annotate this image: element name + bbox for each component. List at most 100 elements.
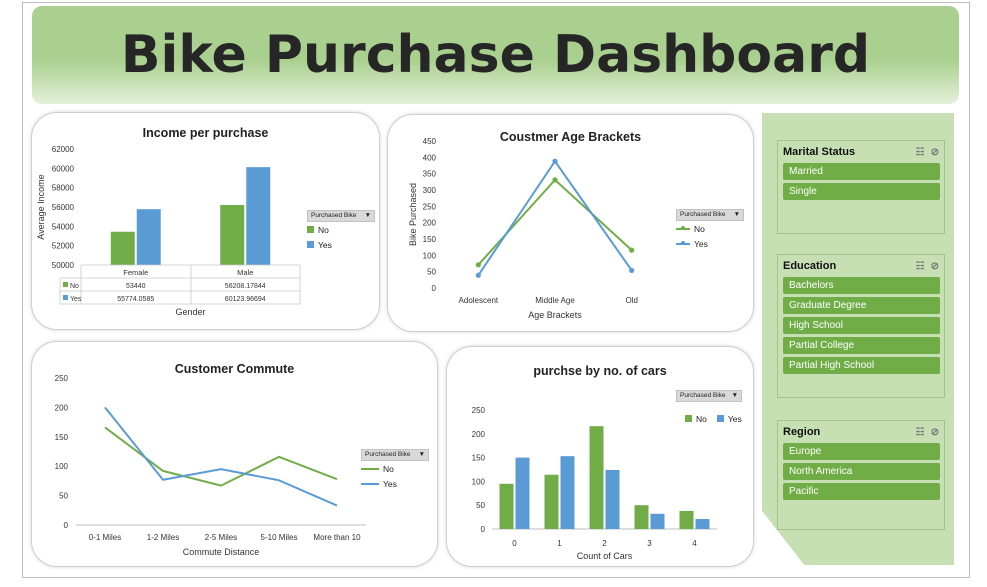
- y-tick-label: 0: [481, 525, 486, 534]
- table-data-cell: 53440: [126, 283, 146, 290]
- x-tick-label: 3: [647, 539, 652, 548]
- slicer-item-europe[interactable]: Europe: [783, 443, 940, 460]
- table-header-cell: Male: [237, 268, 253, 277]
- no-swatch: [685, 415, 692, 422]
- no-line-marker: [676, 225, 690, 230]
- slicer-title: Region: [783, 426, 821, 438]
- purchased-bike-filter-button[interactable]: Purchased Bike ▼: [307, 210, 375, 222]
- clear-filter-icon[interactable]: ⊘: [930, 146, 939, 158]
- cars-legend[interactable]: Purchased Bike ▼: [676, 390, 742, 402]
- commute-chart: 250 200 150 100 50 0 0-1 Miles 1-2 Miles 2-5 Mil…: [55, 374, 366, 557]
- multi-select-icon[interactable]: ☷: [915, 260, 925, 272]
- x-tick-label: More than 10: [313, 533, 361, 542]
- slicer-item-bachelors[interactable]: Bachelors: [783, 277, 940, 294]
- dropdown-arrow-icon: ▼: [364, 212, 371, 219]
- legend-label-yes: Yes: [694, 238, 708, 249]
- x-axis-title: Age Brackets: [528, 310, 582, 320]
- legend-item-no: No: [361, 461, 429, 476]
- point-no: [552, 177, 558, 183]
- y-tick-label: 150: [55, 433, 69, 442]
- age-chart: 450 400 350 300 250 200 150 100 50 0 Adolescent Mid…: [408, 137, 638, 320]
- legend-label-no: No: [318, 224, 329, 235]
- y-tick-label: 200: [423, 219, 437, 228]
- income-legend[interactable]: Purchased Bike ▼ No Yes: [307, 210, 375, 252]
- region-slicer: Region ☷ ⊘ Europe North America Pacific: [777, 420, 945, 530]
- age-legend[interactable]: Purchased Bike ▼ No Yes: [676, 209, 744, 251]
- y-tick-label: 62000: [52, 145, 75, 154]
- bar-yes: [695, 519, 710, 529]
- slicer-header: Marital Status ☷ ⊘: [778, 141, 944, 163]
- legend-item-yes: Yes: [716, 411, 742, 426]
- slicer-item-single[interactable]: Single: [783, 183, 940, 200]
- slicer-item-north-america[interactable]: North America: [783, 463, 940, 480]
- clear-filter-icon[interactable]: ⊘: [930, 426, 939, 438]
- y-tick-label: 52000: [52, 242, 75, 251]
- x-tick-label: 0: [512, 539, 517, 548]
- cars-chart: 250 200 150 100 50 0 0 1 2 3 4 Count of Cars: [472, 406, 717, 561]
- x-axis-title: Gender: [175, 307, 205, 317]
- table-data-cell: 55774.0585: [117, 296, 154, 303]
- y-axis-title: Bike Purchased: [408, 183, 418, 246]
- multi-select-icon[interactable]: ☷: [915, 426, 925, 438]
- y-tick-label: 250: [423, 202, 437, 211]
- cars-chart-title: purchse by no. of cars: [533, 364, 667, 378]
- bar-yes: [560, 456, 575, 529]
- point-yes: [475, 272, 481, 278]
- bar-no: [634, 505, 649, 529]
- no-line-marker: [361, 467, 379, 470]
- y-tick-label: 50: [427, 268, 436, 277]
- table-header-cell: Female: [123, 268, 148, 277]
- slicer-item-pacific[interactable]: Pacific: [783, 483, 940, 500]
- x-tick-label: 4: [692, 539, 697, 548]
- slicer-item-graduate-degree[interactable]: Graduate Degree: [783, 297, 940, 314]
- multi-select-icon[interactable]: ☷: [915, 146, 925, 158]
- filter-button-label: Purchased Bike: [680, 392, 726, 399]
- bar-no: [679, 510, 694, 529]
- clear-filter-icon[interactable]: ⊘: [930, 260, 939, 272]
- income-chart-card[interactable]: Income per purchase 62000 60000 58000 56000…: [31, 112, 380, 330]
- slicer-item-high-school[interactable]: High School: [783, 317, 940, 334]
- commute-chart-card[interactable]: Customer Commute 250 200 150 100 50 0 0-1 Mile…: [31, 341, 438, 567]
- no-swatch: [307, 226, 314, 233]
- y-tick-label: 200: [472, 430, 486, 439]
- y-tick-label: 400: [423, 153, 437, 162]
- point-yes: [552, 158, 558, 164]
- line-yes: [104, 406, 338, 507]
- yes-line-marker: [676, 240, 690, 245]
- legend-item-yes: Yes: [361, 476, 429, 491]
- y-tick-label: 450: [423, 137, 437, 146]
- dropdown-arrow-icon: ▼: [733, 211, 740, 218]
- commute-legend[interactable]: Purchased Bike ▼ No Yes: [361, 449, 429, 491]
- x-tick-label: Middle Age: [535, 296, 575, 305]
- legend-label-yes: Yes: [383, 478, 397, 489]
- table-row-label: Yes: [70, 296, 82, 303]
- bar-no: [110, 231, 135, 265]
- bar-no: [499, 483, 514, 529]
- y-tick-label: 0: [64, 521, 69, 530]
- y-tick-label: 56000: [52, 203, 75, 212]
- filter-button-label: Purchased Bike: [365, 451, 411, 458]
- x-tick-label: 5-10 Miles: [261, 533, 298, 542]
- purchased-bike-filter-button[interactable]: Purchased Bike ▼: [361, 449, 429, 461]
- slicer-title: Marital Status: [783, 146, 856, 158]
- point-no: [475, 262, 481, 268]
- y-axis-title: Average Income: [36, 174, 46, 239]
- purchased-bike-filter-button[interactable]: Purchased Bike ▼: [676, 209, 744, 221]
- x-tick-label: 2-5 Miles: [205, 533, 237, 542]
- cars-chart-card[interactable]: purchse by no. of cars 250 200 150 100 50 0 0 1…: [446, 346, 754, 567]
- line-no: [477, 178, 633, 266]
- x-axis-title: Count of Cars: [577, 551, 633, 561]
- y-tick-label: 0: [432, 284, 437, 293]
- slicer-item-partial-college[interactable]: Partial College: [783, 337, 940, 354]
- y-tick-label: 100: [472, 477, 486, 486]
- age-chart-card[interactable]: Coustmer Age Brackets 450 400 350 300 250 200…: [387, 114, 754, 332]
- dropdown-arrow-icon: ▼: [731, 392, 738, 399]
- x-tick-label: 1-2 Miles: [147, 533, 179, 542]
- legend-item-yes: Yes: [307, 237, 375, 252]
- bar-no: [544, 474, 559, 529]
- slicer-item-partial-high-school[interactable]: Partial High School: [783, 357, 940, 374]
- header-banner: Bike Purchase Dashboard: [32, 6, 959, 104]
- purchased-bike-filter-button[interactable]: Purchased Bike ▼: [676, 390, 742, 402]
- slicer-item-married[interactable]: Married: [783, 163, 940, 180]
- y-tick-label: 100: [55, 462, 69, 471]
